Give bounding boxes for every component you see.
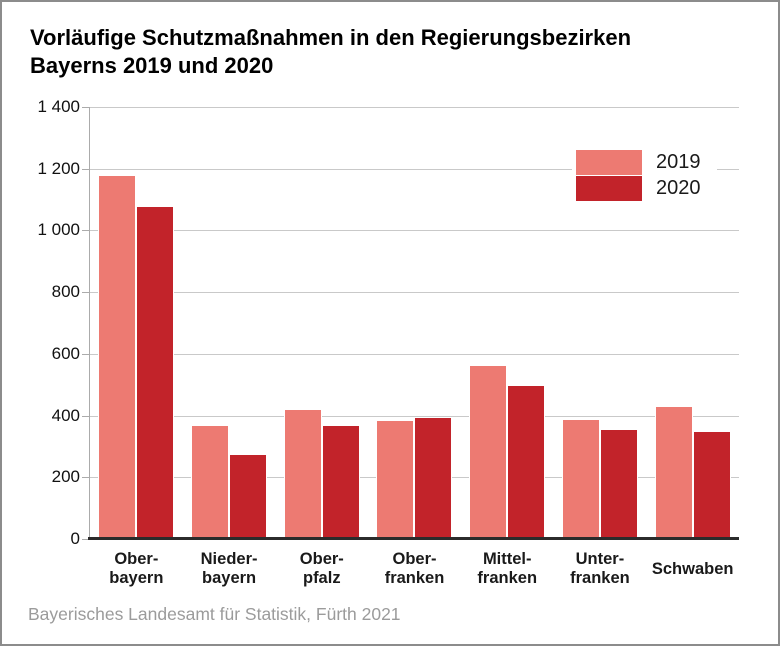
legend-label-2019: 2019 <box>656 151 701 173</box>
bar-niederbayern-2020 <box>229 454 268 539</box>
gridline-1200 <box>90 168 739 170</box>
x-axis-label-mittelfranken: Mittel- franken <box>477 550 538 587</box>
y-tick-1200 <box>82 168 90 170</box>
y-tick-1400 <box>82 107 90 108</box>
bar-oberfranken-2020 <box>414 417 453 539</box>
legend-item-2020: 2020 <box>576 176 701 201</box>
y-axis-label-200: 200 <box>51 467 80 487</box>
y-tick-600 <box>82 353 90 355</box>
x-axis-label-oberbayern: Ober- bayern <box>109 550 164 587</box>
y-axis-label-600: 600 <box>51 343 80 363</box>
x-axis-labels: Ober- bayern Nieder- bayern Ober- pfalz Obe… <box>90 548 739 590</box>
legend-label-2020: 2020 <box>656 177 701 199</box>
bar-group-unterfranken <box>554 107 647 539</box>
gridline-1000 <box>90 230 739 232</box>
bar-group-mittelfranken <box>461 107 554 539</box>
y-tick-200 <box>82 477 90 479</box>
bar-mittelfranken-2020 <box>507 384 546 539</box>
x-axis-baseline <box>88 537 739 540</box>
x-axis-label-schwaben: Schwaben <box>651 559 734 578</box>
source-caption: Bayerisches Landesamt für Statistik, Für… <box>28 604 401 624</box>
x-axis-label-oberpfalz: Ober- pfalz <box>299 550 344 587</box>
x-axis-label-oberfranken: Ober- franken <box>384 550 445 587</box>
bar-unterfranken-2019 <box>561 418 600 539</box>
gridline-600 <box>90 353 739 355</box>
bar-niederbayern-2019 <box>191 424 230 539</box>
y-tick-1000 <box>82 230 90 232</box>
bar-group-oberfranken <box>368 107 461 539</box>
y-axis-label-1200: 1 200 <box>37 158 80 178</box>
x-axis-label-unterfranken: Unter- franken <box>570 550 630 587</box>
chart-title-line-1: Vorläufige Schutzmaßnahmen in den Regier… <box>30 25 632 50</box>
bar-oberpfalz-2020 <box>321 424 360 539</box>
legend: 2019 2020 <box>572 145 717 207</box>
y-axis-line <box>89 107 90 540</box>
y-tick-0 <box>82 539 90 540</box>
gridline-400 <box>90 415 739 417</box>
bar-oberfranken-2019 <box>376 420 415 539</box>
gridline-800 <box>90 292 739 294</box>
gridline-1400 <box>90 107 739 108</box>
bar-oberbayern-2019 <box>98 174 137 539</box>
legend-swatch-2020 <box>576 176 642 201</box>
bar-mittelfranken-2019 <box>469 364 508 539</box>
y-axis-label-1000: 1 000 <box>37 220 80 240</box>
y-tick-800 <box>82 292 90 294</box>
bar-group-niederbayern <box>183 107 276 539</box>
bar-unterfranken-2020 <box>599 429 638 539</box>
bar-schwaben-2019 <box>654 406 693 539</box>
plot-area <box>90 107 739 539</box>
bar-group-oberpfalz <box>275 107 368 539</box>
bar-oberpfalz-2019 <box>283 409 322 539</box>
bar-oberbayern-2020 <box>136 205 175 539</box>
y-axis-label-0: 0 <box>70 529 80 548</box>
chart-title: Vorläufige Schutzmaßnahmen in den Regier… <box>30 24 760 80</box>
legend-swatch-2019 <box>576 150 642 175</box>
y-axis-label-1400: 1 400 <box>37 97 80 116</box>
bar-group-schwaben <box>646 107 739 539</box>
legend-item-2019: 2019 <box>576 150 701 175</box>
y-tick-400 <box>82 415 90 417</box>
chart-title-line-2: Bayerns 2019 und 2020 <box>30 53 274 78</box>
y-axis-label-400: 400 <box>51 405 80 425</box>
x-axis-label-niederbayern: Nieder- bayern <box>200 550 258 587</box>
y-axis-label-800: 800 <box>51 282 80 302</box>
bar-group-oberbayern <box>90 107 183 539</box>
bar-schwaben-2020 <box>692 431 731 539</box>
